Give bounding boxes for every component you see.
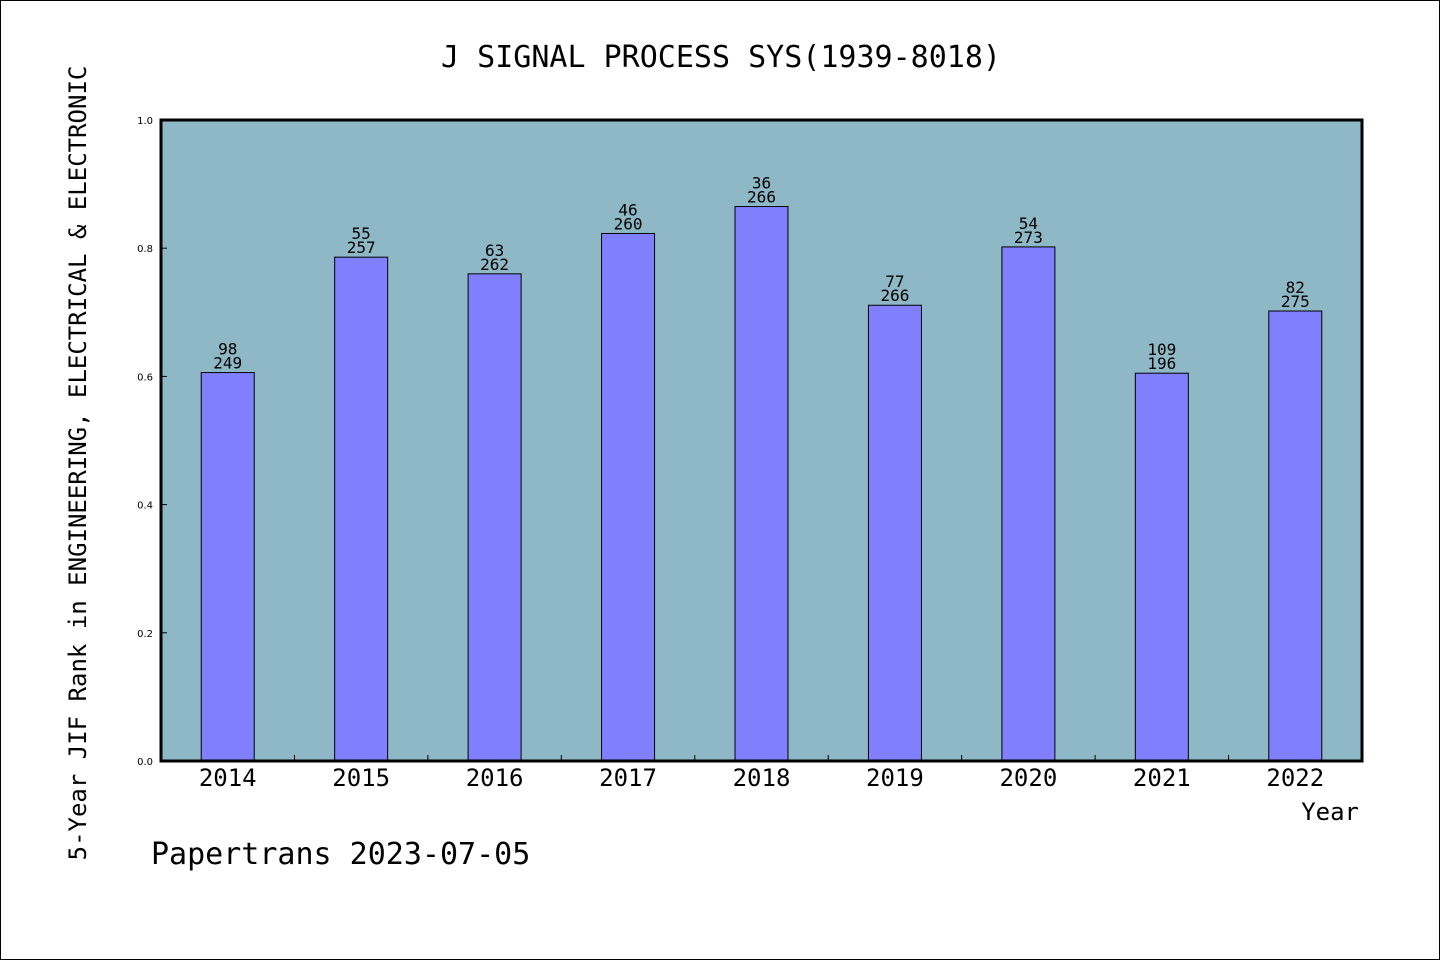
bar-rank-label: 98 xyxy=(218,340,237,359)
footer-credit: Papertrans 2023-07-05 xyxy=(151,837,530,872)
bar-total-label: 196 xyxy=(1147,354,1176,373)
bar-total-label: 262 xyxy=(480,255,509,274)
bar-2021 xyxy=(1134,372,1189,762)
bar-2015 xyxy=(334,256,389,762)
bar-rank-label: 46 xyxy=(618,200,637,219)
bar-2016 xyxy=(467,273,522,762)
y-axis-label: 5-Year JIF Rank in ENGINEERING, ELECTRIC… xyxy=(64,66,92,861)
bar-2020 xyxy=(1001,246,1056,762)
y-tick-label: 0.6 xyxy=(137,372,153,383)
x-tick-label: 2016 xyxy=(466,764,524,792)
x-tick-label: 2021 xyxy=(1133,764,1191,792)
x-tick-label: 2019 xyxy=(866,764,924,792)
bar-total-label: 266 xyxy=(880,286,909,305)
x-tick-label: 2014 xyxy=(199,764,257,792)
bar-total-label: 266 xyxy=(747,188,776,207)
chart-title: J SIGNAL PROCESS SYS(1939-8018) xyxy=(441,40,1001,75)
x-tick-label: 2018 xyxy=(733,764,791,792)
x-tick-label: 2015 xyxy=(332,764,390,792)
bar-2017 xyxy=(601,232,656,762)
bar-rank-label: 55 xyxy=(352,224,371,243)
y-tick-label: 0.2 xyxy=(137,629,153,640)
bar-rank-label: 63 xyxy=(485,241,504,260)
bar-total-label: 257 xyxy=(347,238,376,257)
x-tick-label: 2020 xyxy=(999,764,1057,792)
bar-total-label: 249 xyxy=(213,354,242,373)
bar-2014 xyxy=(200,372,255,762)
bar-2019 xyxy=(867,304,922,762)
x-tick-label: 2022 xyxy=(1266,764,1324,792)
bar-total-label: 275 xyxy=(1281,292,1310,311)
bar-rank-label: 77 xyxy=(885,272,904,291)
x-ticks: 2014 2015 2016 2017 2018 2019 2020 2021 2022 xyxy=(199,755,1324,792)
plot-frame xyxy=(159,118,1364,763)
bar-rank-label: 82 xyxy=(1286,278,1305,297)
bar-rank-label: 36 xyxy=(752,174,771,193)
y-tick-label: 1.0 xyxy=(137,116,153,127)
bar-rank-label: 54 xyxy=(1019,214,1038,233)
y-tick-label: 0.0 xyxy=(137,757,153,768)
bar-total-label: 260 xyxy=(614,214,643,233)
bar-total-label: 273 xyxy=(1014,228,1043,247)
bar-rank-label: 109 xyxy=(1147,340,1176,359)
bar-2022 xyxy=(1268,310,1323,762)
y-tick-label: 0.4 xyxy=(137,501,153,512)
x-axis-label: Year xyxy=(1301,798,1359,826)
x-tick-label: 2017 xyxy=(599,764,657,792)
y-tick-label: 0.8 xyxy=(137,244,153,255)
bar-2018 xyxy=(734,206,789,762)
